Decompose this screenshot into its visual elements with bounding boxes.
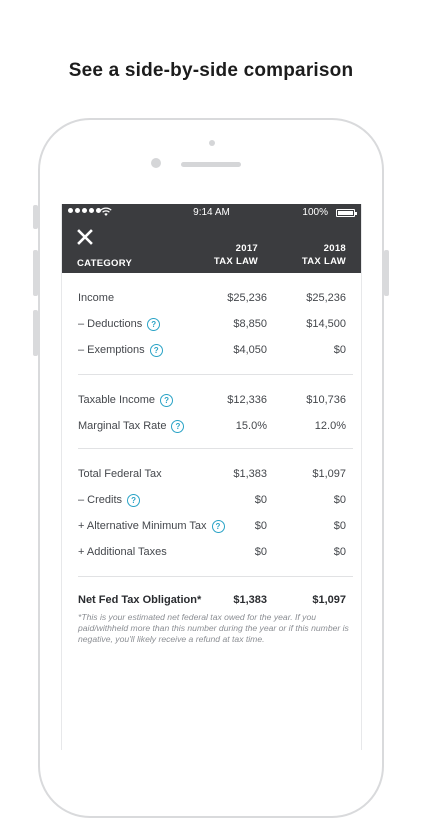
row-label: Net Fed Tax Obligation* <box>78 594 202 606</box>
row-net-fed-tax-obligation: Net Fed Tax Obligation* $1,383 $1,097 <box>62 593 361 613</box>
column-header-2018: 2018 TAX LAW <box>276 242 346 268</box>
value-2018: $10,736 <box>306 394 346 406</box>
headline: See a side-by-side comparison <box>68 60 354 81</box>
value-2018: $1,097 <box>312 468 346 480</box>
signal-icon <box>68 208 101 213</box>
phone-mute-switch <box>33 205 38 229</box>
row-label: – Credits <box>78 494 123 506</box>
row-label: Taxable Income <box>78 394 156 406</box>
row-deductions: – Deductions? $8,850 $14,500 <box>62 317 361 337</box>
app-screen: 9:14 AM 100% CATEGORY 2017 TAX LAW 2018 … <box>61 204 362 750</box>
row-label: Total Federal Tax <box>78 468 162 480</box>
phone-power-button <box>384 250 389 296</box>
row-label: – Exemptions <box>78 344 145 356</box>
status-time: 9:14 AM <box>193 207 230 218</box>
value-2018: $14,500 <box>306 318 346 330</box>
help-icon[interactable]: ? <box>127 493 141 507</box>
column-header-2018-year: 2018 <box>323 243 346 254</box>
value-2018: $0 <box>333 344 346 356</box>
help-icon[interactable]: ? <box>171 419 185 433</box>
value-2018: $1,097 <box>312 594 346 606</box>
phone-volume-down <box>33 310 38 356</box>
battery-icon <box>336 209 357 217</box>
section-divider <box>78 576 353 577</box>
comparison-header: CATEGORY 2017 TAX LAW 2018 TAX LAW <box>62 222 361 273</box>
row-label: – Deductions <box>78 318 143 330</box>
section-divider <box>78 374 353 375</box>
column-header-2017-year: 2017 <box>235 243 258 254</box>
row-taxable-income: Taxable Income? $12,336 $10,736 <box>62 393 361 413</box>
column-header-2017-sub: TAX LAW <box>213 256 258 267</box>
value-2017: $1,383 <box>233 594 267 606</box>
row-exemptions: – Exemptions? $4,050 $0 <box>62 343 361 363</box>
row-alternative-minimum-tax: + Alternative Minimum Tax? $0 $0 <box>62 519 361 539</box>
phone-volume-up <box>33 250 38 296</box>
value-2017: $4,050 <box>233 344 267 356</box>
wifi-icon <box>100 207 112 216</box>
value-2017: $12,336 <box>227 394 267 406</box>
phone-camera <box>151 158 161 168</box>
close-icon[interactable] <box>75 227 95 247</box>
value-2018: $0 <box>333 494 346 506</box>
row-label: Marginal Tax Rate <box>78 420 167 432</box>
status-bar: 9:14 AM 100% <box>62 204 361 222</box>
value-2017: $0 <box>254 546 267 558</box>
section-divider <box>78 448 353 449</box>
row-label: Income <box>78 292 115 304</box>
value-2017: $1,383 <box>233 468 267 480</box>
row-label: + Additional Taxes <box>78 546 167 558</box>
row-total-federal-tax: Total Federal Tax $1,383 $1,097 <box>62 467 361 487</box>
value-2018: 12.0% <box>314 420 346 432</box>
value-2018: $0 <box>333 520 346 532</box>
battery-percentage: 100% <box>302 207 328 218</box>
help-icon[interactable]: ? <box>149 343 163 357</box>
category-column-header: CATEGORY <box>77 258 133 269</box>
row-income: Income $25,236 $25,236 <box>62 291 361 311</box>
value-2017: $8,850 <box>233 318 267 330</box>
row-additional-taxes: + Additional Taxes $0 $0 <box>62 545 361 565</box>
row-marginal-tax-rate: Marginal Tax Rate? 15.0% 12.0% <box>62 419 361 439</box>
value-2017: $0 <box>254 494 267 506</box>
column-header-2017: 2017 TAX LAW <box>188 242 258 268</box>
help-icon[interactable]: ? <box>147 317 161 331</box>
column-header-2018-sub: TAX LAW <box>301 256 346 267</box>
value-2018: $0 <box>333 546 346 558</box>
help-icon[interactable]: ? <box>211 519 225 533</box>
value-2017: 15.0% <box>235 420 267 432</box>
row-label: + Alternative Minimum Tax <box>78 520 207 532</box>
help-icon[interactable]: ? <box>160 393 174 407</box>
row-credits: – Credits? $0 $0 <box>62 493 361 513</box>
value-2017: $25,236 <box>227 292 267 304</box>
footnote: *This is your estimated net federal tax … <box>78 612 349 644</box>
phone-sensor <box>209 140 215 146</box>
value-2018: $25,236 <box>306 292 346 304</box>
phone-speaker <box>181 162 241 167</box>
value-2017: $0 <box>254 520 267 532</box>
